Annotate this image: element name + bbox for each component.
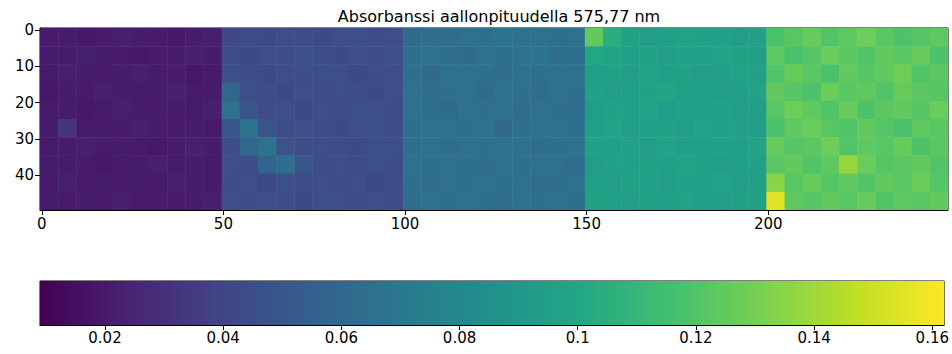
svg-text:0: 0 <box>37 215 47 233</box>
svg-text:10: 10 <box>15 57 34 75</box>
svg-text:0.04: 0.04 <box>206 329 239 347</box>
svg-text:200: 200 <box>754 215 783 233</box>
svg-text:0.14: 0.14 <box>797 329 830 347</box>
svg-text:0.1: 0.1 <box>566 329 590 347</box>
svg-text:20: 20 <box>15 94 34 112</box>
svg-text:0.16: 0.16 <box>916 329 949 347</box>
svg-text:Absorbanssi aallonpituudella 5: Absorbanssi aallonpituudella 575,77 nm <box>338 7 660 26</box>
svg-text:0.08: 0.08 <box>443 329 476 347</box>
svg-text:150: 150 <box>572 215 601 233</box>
svg-text:0: 0 <box>24 21 34 39</box>
svg-text:0.02: 0.02 <box>88 329 121 347</box>
svg-text:100: 100 <box>391 215 420 233</box>
svg-text:50: 50 <box>214 215 233 233</box>
svg-text:0.06: 0.06 <box>325 329 358 347</box>
svg-text:40: 40 <box>15 166 34 184</box>
svg-text:30: 30 <box>15 130 34 148</box>
svg-text:0.12: 0.12 <box>679 329 712 347</box>
